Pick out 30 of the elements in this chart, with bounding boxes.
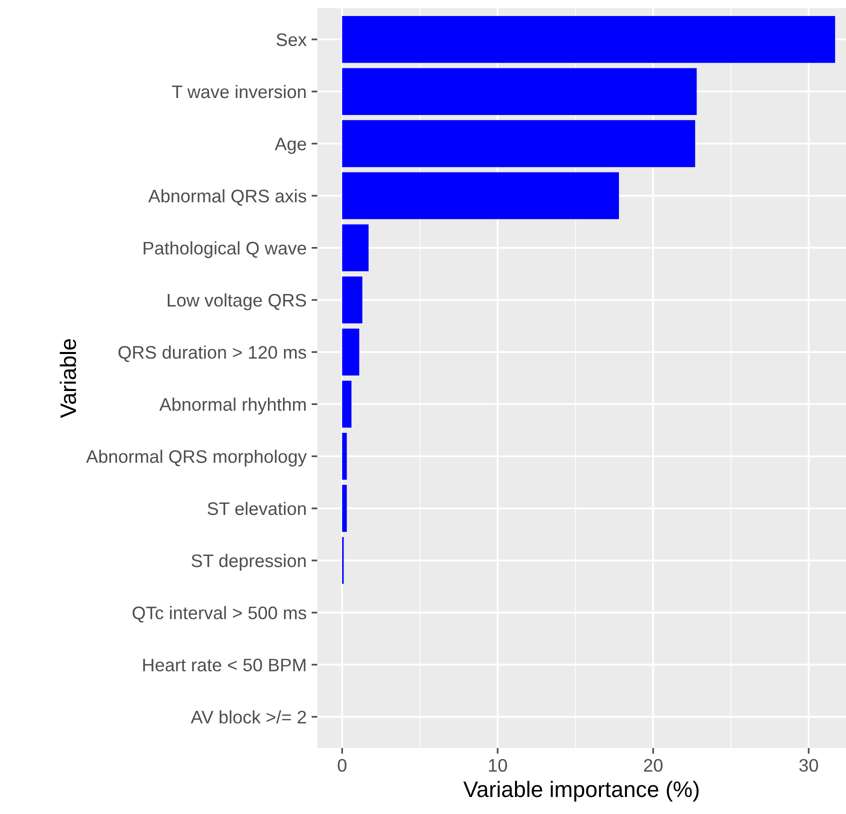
y-tick-label: Abnormal rhyhthm	[159, 398, 306, 414]
bar	[342, 172, 619, 220]
bar	[342, 432, 347, 480]
y-tick-label: Age	[274, 138, 306, 154]
y-tick-label: Low voltage QRS	[168, 293, 306, 310]
bar	[342, 224, 369, 272]
bar	[342, 16, 836, 63]
bar	[342, 328, 360, 376]
y-tick-label: Abnormal QRS morphology	[86, 450, 307, 467]
x-tick-label: 10	[488, 758, 507, 772]
y-tick-label: ST depression	[192, 554, 306, 571]
y-tick-label: Pathological Q wave	[144, 241, 306, 258]
y-tick-label: T wave inversion	[172, 84, 306, 98]
y-tick-label: Heart rate < 50 BPM	[143, 658, 306, 672]
x-tick-label: 30	[799, 758, 818, 772]
bar	[342, 276, 362, 324]
bar	[342, 380, 352, 428]
bar	[342, 484, 347, 532]
bar	[342, 120, 696, 168]
x-tick-label: 0	[338, 758, 346, 772]
y-tick-label: ST elevation	[208, 502, 306, 516]
x-axis-title: Variable importance (%)	[463, 780, 699, 802]
bar	[342, 68, 697, 115]
y-tick-label: QTc interval > 500 ms	[132, 606, 306, 623]
y-tick-label: AV block >/= 2	[190, 710, 306, 724]
y-tick-label: Abnormal QRS axis	[148, 189, 306, 206]
x-tick-label: 20	[644, 758, 662, 772]
y-tick-label: QRS duration > 120 ms	[118, 346, 306, 362]
y-axis-title: Variable	[60, 339, 76, 418]
y-tick-label: Sex	[276, 33, 307, 46]
